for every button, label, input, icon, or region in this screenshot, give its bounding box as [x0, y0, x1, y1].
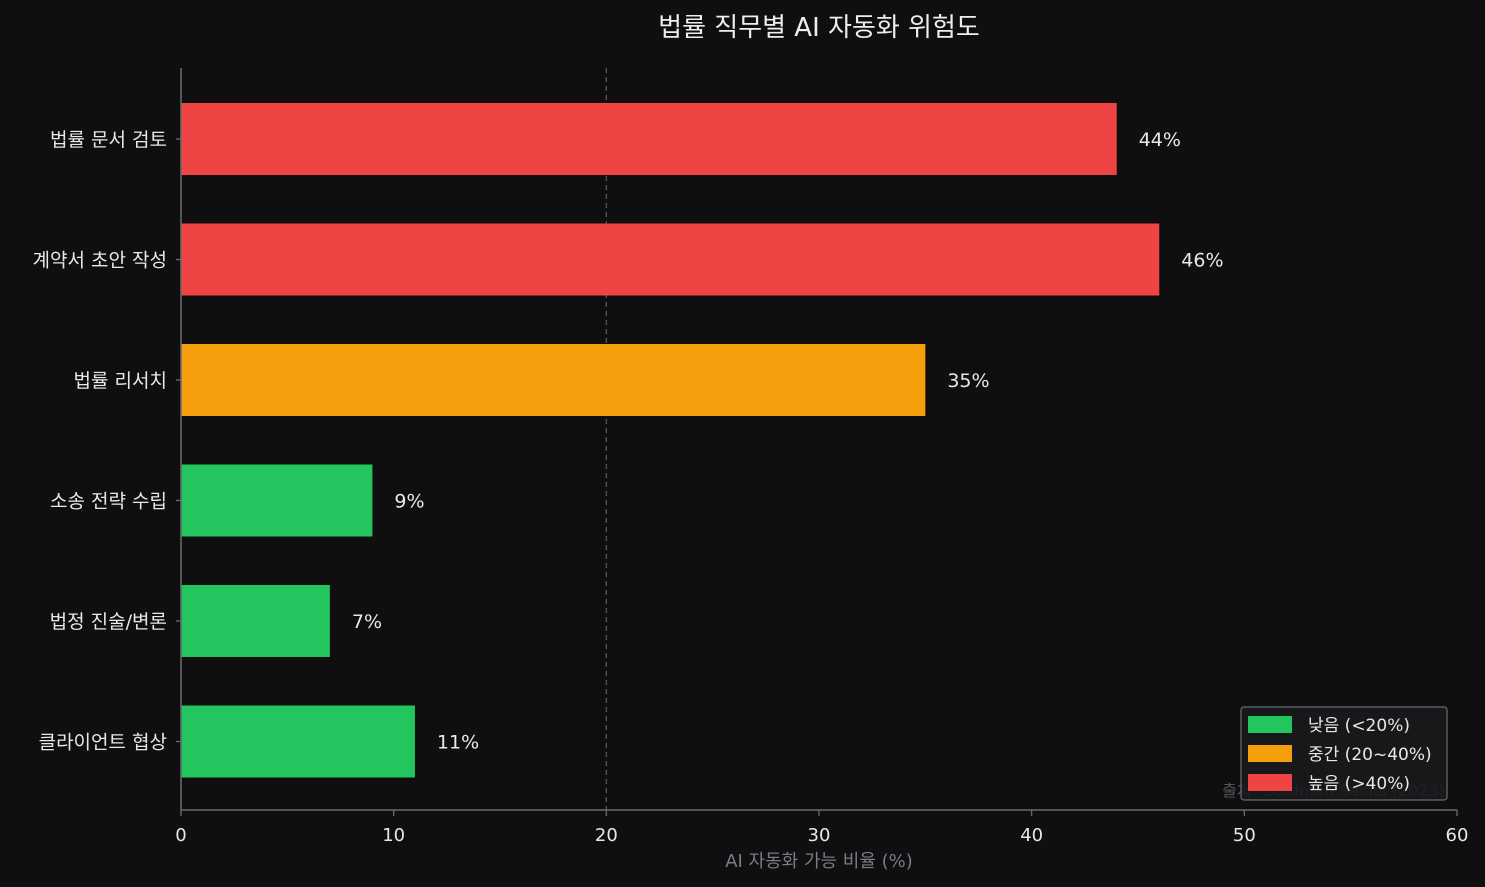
legend-swatch: [1248, 716, 1292, 733]
legend-label: 높음 (>40%): [1308, 774, 1410, 794]
bar: [181, 585, 330, 657]
x-axis-label: AI 자동화 가능 비율 (%): [725, 851, 913, 872]
legend-label: 낮음 (<20%): [1308, 716, 1410, 736]
category-label: 법률 문서 검토: [50, 129, 167, 151]
category-label: 법정 진술/변론: [50, 611, 167, 633]
value-label: 44%: [1139, 129, 1181, 151]
x-tick-label: 60: [1446, 825, 1469, 846]
plot-area: 44% 법률 문서 검토 46% 계약서 초안 작성 35% 법률 리서치 9% 소송 전략 …: [33, 68, 1469, 846]
category-label: 법률 리서치: [74, 370, 167, 392]
legend-swatch: [1248, 774, 1292, 791]
x-tick-label: 0: [175, 825, 186, 846]
bar: [181, 103, 1117, 175]
bar: [181, 344, 926, 416]
category-label: 클라이언트 협상: [39, 732, 167, 754]
value-label: 35%: [947, 370, 989, 392]
category-label: 계약서 초안 작성: [33, 250, 167, 272]
legend-swatch: [1248, 745, 1292, 762]
value-label: 46%: [1181, 250, 1223, 272]
x-tick-label: 20: [595, 825, 618, 846]
bar: [181, 223, 1160, 296]
x-tick-label: 40: [1020, 825, 1043, 846]
value-label: 9%: [394, 491, 424, 513]
legend-label: 중간 (20~40%): [1308, 745, 1432, 765]
x-tick-label: 30: [808, 825, 831, 846]
bar: [181, 464, 373, 537]
bar: [181, 705, 415, 778]
x-tick-label: 50: [1233, 825, 1256, 846]
value-label: 7%: [352, 611, 382, 633]
value-label: 11%: [437, 732, 479, 754]
category-label: 소송 전략 수립: [50, 491, 167, 513]
legend-box: [1240, 706, 1448, 801]
x-tick-label: 10: [382, 825, 405, 846]
chart-title: 법률 직무별 AI 자동화 위험도: [658, 13, 980, 43]
